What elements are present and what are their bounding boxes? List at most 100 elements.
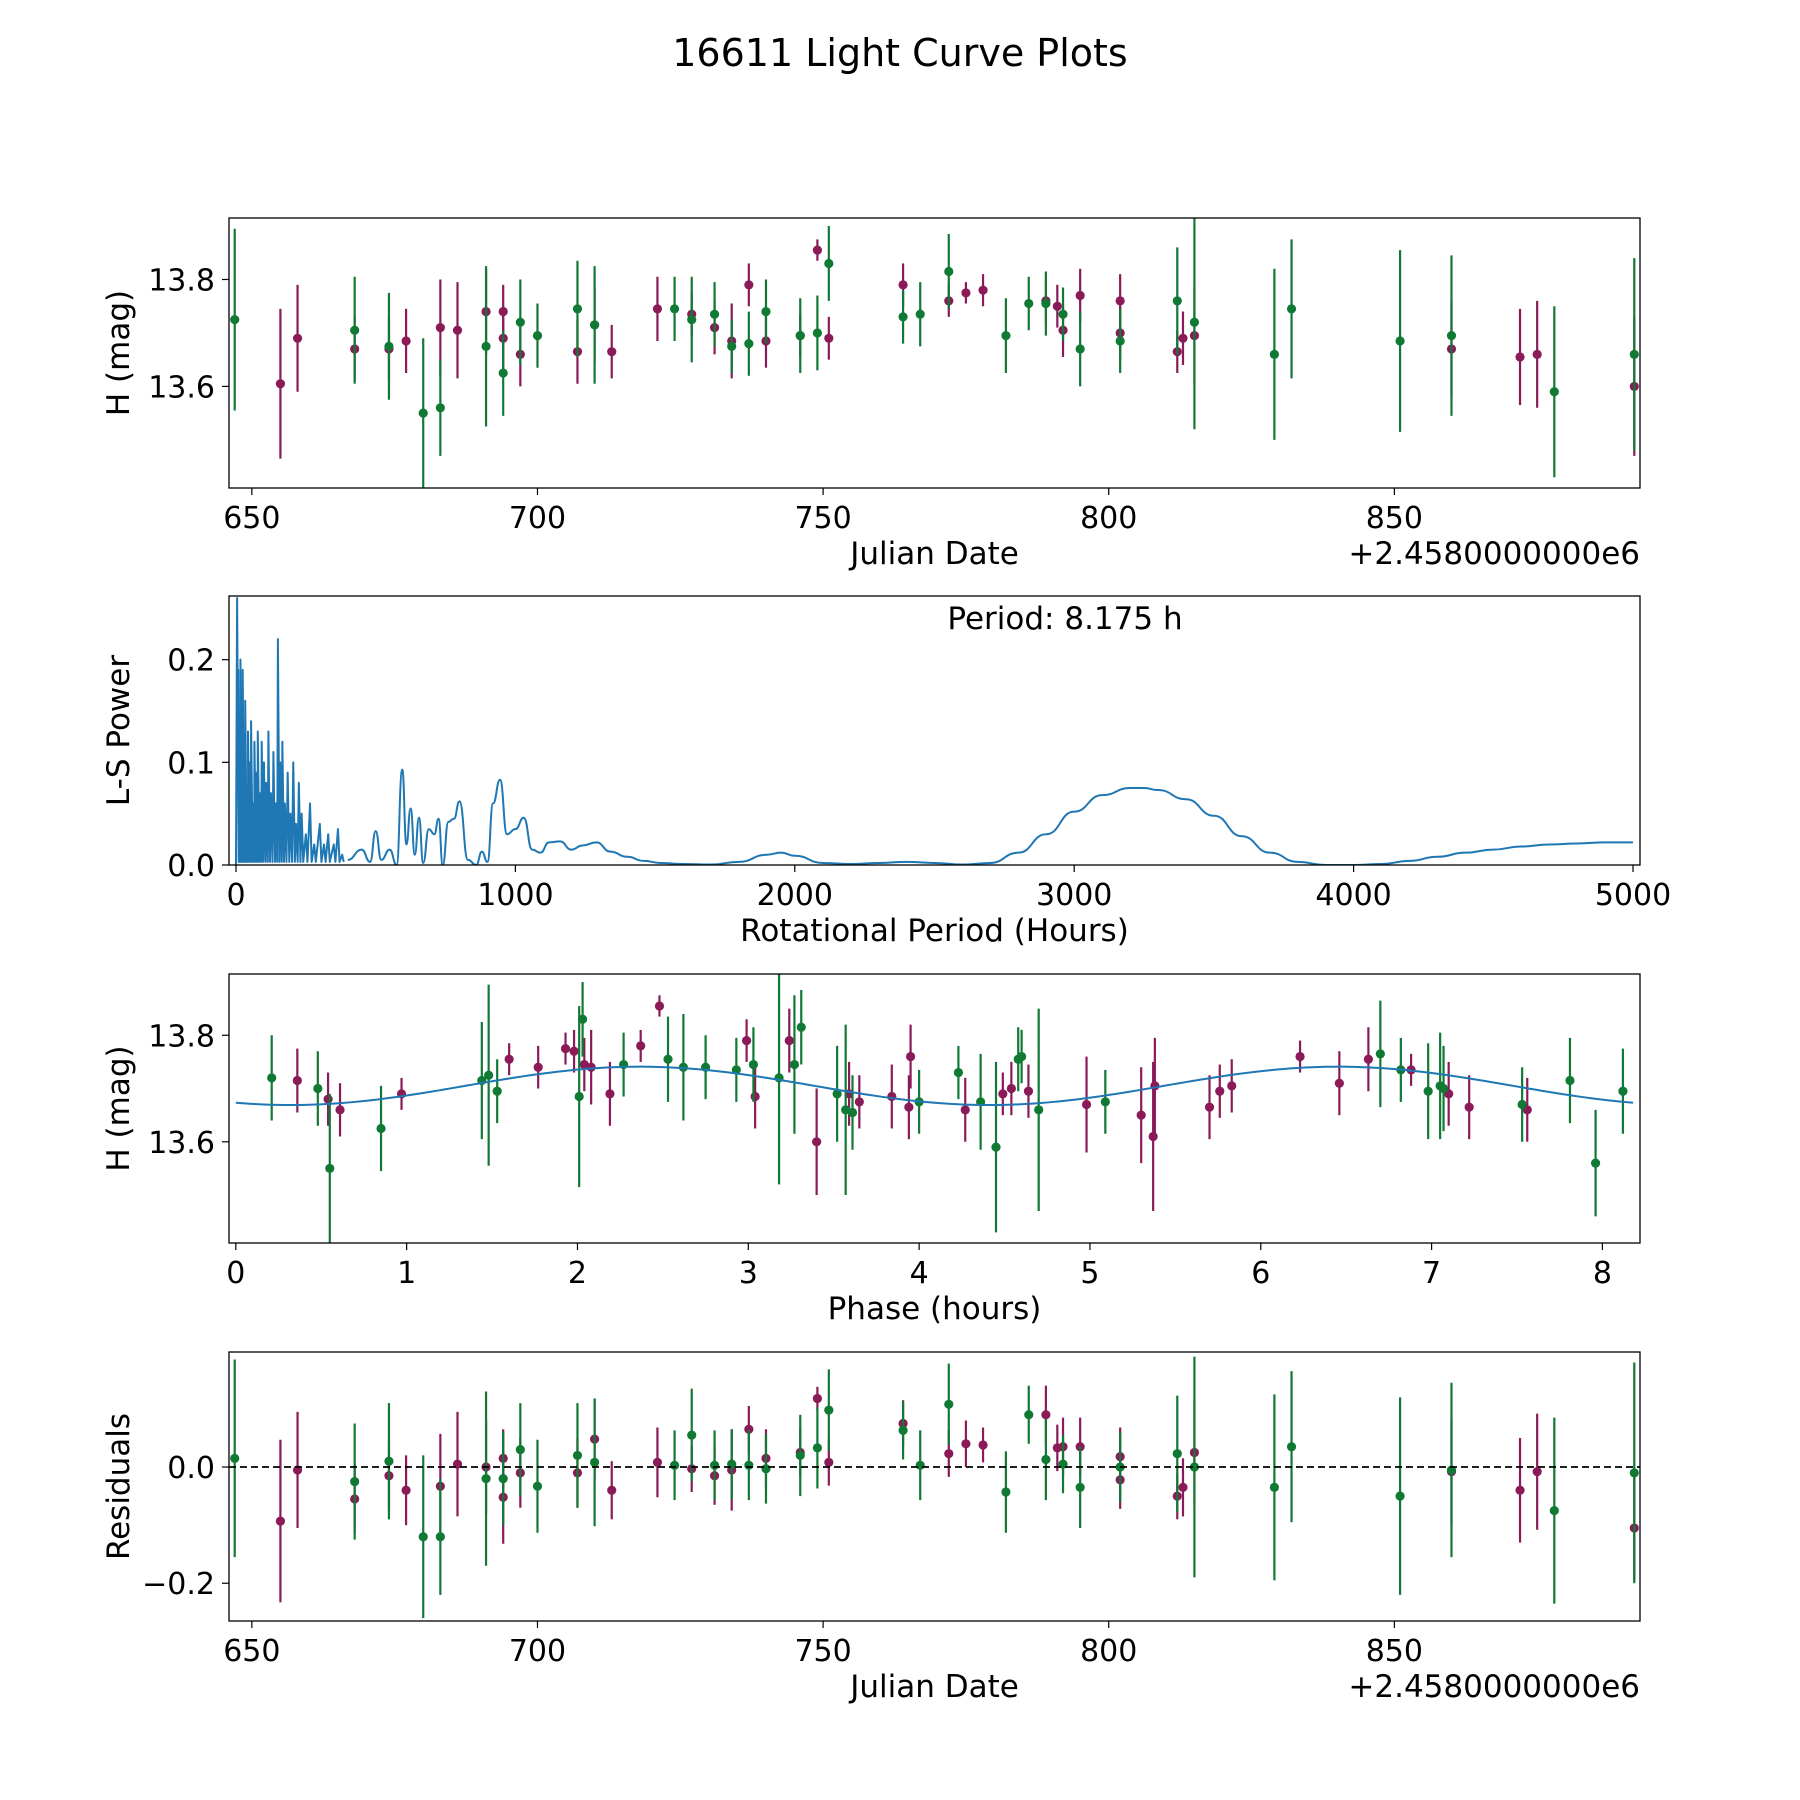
data-point [452,325,463,335]
data-point [812,1137,822,1147]
x-tick-label: 7 [1422,1256,1441,1291]
data-point [384,1456,394,1466]
data-point [709,1460,720,1470]
data-point [230,314,240,325]
data-point [1423,1086,1433,1096]
data-point [744,280,754,290]
fit-curve [235,1065,1634,1107]
data-point [1052,301,1062,311]
data-point [744,1424,754,1434]
data-point [898,312,908,322]
data-point [796,1022,806,1032]
data-point [978,1440,988,1450]
data-point [1549,1506,1559,1516]
plot-frame [228,217,1641,489]
data-point [435,1532,445,1542]
x-tick-label: 5 [1080,1256,1099,1291]
y-tick-label: 13.8 [148,263,215,298]
data-point [1515,1485,1525,1495]
x-axis-label: Phase (hours) [828,1291,1042,1327]
y-axis-label: H (mag) [101,1045,137,1171]
data-point [1001,331,1011,341]
x-tick-label: 700 [509,1634,566,1669]
series_b-series [230,218,1639,488]
data-point [435,403,445,413]
plot-area [235,974,1634,1243]
data-point [498,1474,508,1484]
data-point [574,1091,584,1102]
data-point [1075,1482,1085,1492]
data-point [961,1439,971,1449]
data-point [504,1054,514,1064]
data-point [652,304,663,314]
data-point [1395,336,1405,346]
y-tick-label: 0.0 [167,1451,215,1486]
y-tick-label: 13.6 [148,370,215,405]
data-point [1178,333,1188,343]
y-axis-label: L-S Power [101,655,137,806]
data-point [663,1054,673,1064]
data-point [824,258,834,269]
data-point [1464,1102,1474,1112]
data-point [350,325,360,335]
data-point [824,333,834,343]
data-point [1375,1049,1385,1059]
data-point [998,1089,1008,1099]
data-point [498,306,508,317]
data-point [687,1430,697,1440]
data-point [761,306,771,317]
data-point [569,1046,579,1056]
x-tick-label: 5000 [1595,878,1671,913]
x-tick-label: 700 [509,501,566,536]
x-tick-label: 800 [1080,1634,1137,1669]
data-point [709,309,720,319]
data-point [1172,1449,1182,1459]
data-point [652,1457,663,1467]
data-point [1081,1099,1092,1110]
data-point [1001,1487,1011,1497]
data-point [590,320,600,330]
data-point [384,341,394,351]
data-point [1446,331,1457,341]
data-point [572,304,583,314]
x-tick-label: 850 [1366,501,1423,536]
light-curve-panel: 650 700 750 800 850 13.6 13.8 Julian Date H (mag… [101,217,1641,572]
data-point [898,1425,908,1436]
x-tick-label: 4 [910,1256,929,1291]
data-point [750,1091,760,1102]
y-tick-label: −0.2 [142,1567,215,1602]
data-point [1172,296,1182,306]
data-point [1204,1102,1215,1112]
x-tick-label: 750 [794,1634,851,1669]
data-point [812,328,822,338]
plot-area [229,1356,1640,1619]
x-tick-label: 750 [794,501,851,536]
data-point [1549,387,1559,397]
data-point [1227,1081,1237,1091]
data-point [498,368,508,378]
data-point [313,1083,323,1094]
period-annotation: Period: 8.175 h [947,601,1182,637]
data-point [481,341,491,351]
data-point [533,1062,543,1072]
x-tick-label: 0 [226,878,245,913]
periodogram-curve [347,768,1634,865]
data-point [1629,1468,1639,1478]
data-point [607,347,617,357]
data-point [1041,298,1051,309]
series_b-series [267,974,1628,1243]
data-point [292,1075,302,1086]
data-point [905,1051,916,1062]
data-point [607,1485,617,1495]
data-point [1115,336,1125,346]
data-point [323,1094,333,1104]
phased-curve-panel: 0 1 2 3 4 5 6 7 8 13.6 13.8 Phase (hours) H (mag) [101,973,1641,1327]
data-point [292,333,303,343]
y-axis-label: H (mag) [101,290,137,416]
data-point [847,1107,858,1118]
data-point [492,1086,502,1096]
data-point [1136,1110,1146,1120]
x-offset-label: +2.4580000000e6 [1348,536,1640,572]
plot-frame [228,1351,1641,1622]
